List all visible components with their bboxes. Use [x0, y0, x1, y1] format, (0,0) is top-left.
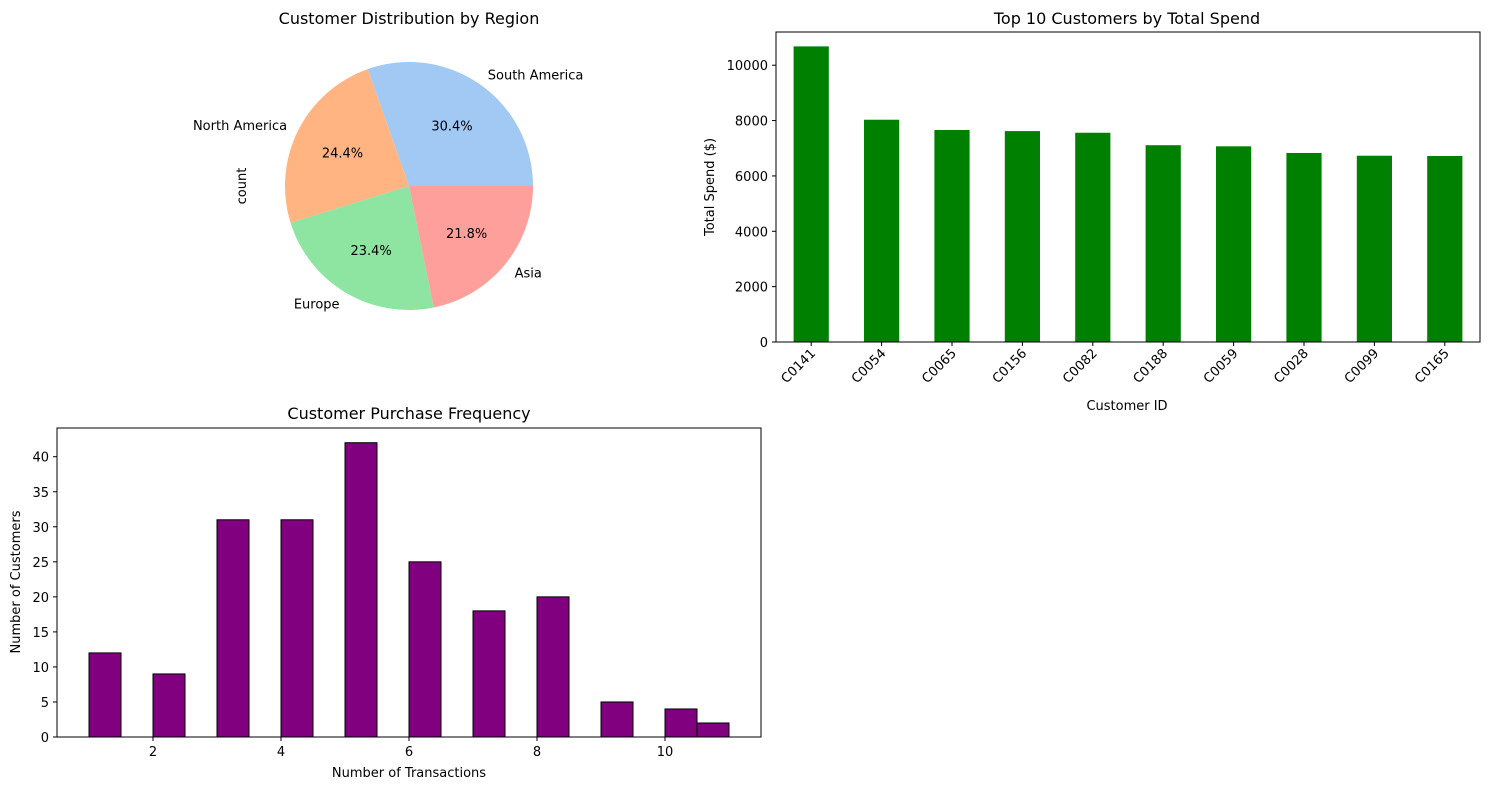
- hist-y-ticks: 0 5 10 15 20 25 30 35 40: [32, 451, 57, 746]
- bar-C0188: [1145, 145, 1181, 342]
- hist-xtick-label: 8: [533, 745, 541, 760]
- bar-C0141: [793, 46, 829, 343]
- pie-slice-label-1: North America: [193, 119, 287, 134]
- hist-bar-7: [536, 596, 570, 738]
- hist-ytick-label: 10: [32, 661, 49, 676]
- bar-ytick-label: 2000: [735, 281, 768, 296]
- hist-bar-5: [408, 561, 442, 738]
- bar-C0059: [1216, 146, 1252, 342]
- pie-chart-region: Customer Distribution by Region count 30…: [193, 9, 583, 312]
- bar-C0054: [864, 119, 900, 342]
- bar-C0082: [1075, 132, 1111, 342]
- pie-slice-label-2: Europe: [294, 297, 340, 312]
- hist-bar-2: [216, 519, 250, 738]
- pie-ylabel: count: [235, 168, 250, 205]
- pie-title: Customer Distribution by Region: [279, 9, 540, 28]
- hist-ytick-label: 35: [32, 486, 49, 501]
- pie-slice-0: [367, 62, 533, 187]
- hist-title: Customer Purchase Frequency: [287, 404, 530, 423]
- hist-bar-6: [472, 610, 506, 738]
- hist-ylabel: Number of Customers: [9, 510, 24, 653]
- bar-xtick-label: C0188: [1131, 346, 1171, 386]
- bar-bars: [793, 46, 1463, 343]
- hist-ytick-label: 0: [41, 731, 49, 746]
- pie-slice-label-3: Asia: [515, 266, 542, 281]
- hist-xtick-label: 4: [277, 745, 285, 760]
- bar-ytick-label: 10000: [727, 59, 768, 74]
- purchase-frequency-histogram: Customer Purchase Frequency 0 5 10 15 20 25 30…: [9, 404, 762, 781]
- pie-slices: [285, 62, 533, 310]
- hist-ytick-label: 15: [32, 626, 49, 641]
- bar-C0065: [934, 129, 970, 342]
- hist-ytick-label: 30: [32, 521, 49, 536]
- hist-bar-10: [696, 722, 730, 738]
- hist-ytick-label: 25: [32, 556, 49, 571]
- bar-xtick-label: C0028: [1271, 346, 1311, 386]
- pie-pct-label-3: 21.8%: [446, 227, 487, 242]
- pie-pct-label-2: 23.4%: [350, 244, 391, 259]
- bar-xtick-label: C0141: [779, 346, 819, 386]
- hist-bar-4: [344, 442, 378, 738]
- bar-xtick-label: C0156: [990, 346, 1030, 386]
- pie-labels: 30.4% South America 24.4% North America 23.4…: [193, 69, 583, 313]
- hist-bar-1: [152, 673, 186, 738]
- pie-pct-label-0: 30.4%: [431, 119, 472, 134]
- hist-ytick-label: 20: [32, 591, 49, 606]
- hist-bar-9: [664, 708, 698, 738]
- hist-xtick-label: 6: [405, 745, 413, 760]
- bar-ytick-label: 4000: [735, 225, 768, 240]
- bar-xlabel: Customer ID: [1086, 399, 1167, 414]
- bar-xtick-label: C0054: [849, 346, 889, 386]
- hist-ytick-label: 40: [32, 451, 49, 466]
- hist-bar-3: [280, 519, 314, 738]
- top-customers-bar-chart: Top 10 Customers by Total Spend 0 2000 400…: [703, 9, 1481, 414]
- bar-C0099: [1356, 155, 1392, 342]
- bar-y-ticks: 0 2000 4000 6000 8000 10000: [727, 59, 776, 351]
- bar-xtick-label: C0082: [1060, 346, 1100, 386]
- hist-xtick-label: 10: [657, 745, 674, 760]
- bar-xtick-label: C0165: [1412, 346, 1452, 386]
- pie-slice-2: [290, 186, 434, 310]
- bar-C0165: [1427, 156, 1463, 342]
- bar-axes-frame: [775, 31, 1481, 343]
- bar-ylabel: Total Spend ($): [703, 138, 718, 237]
- hist-bar-0: [88, 652, 122, 738]
- hist-bars: [88, 442, 730, 738]
- bar-ytick-label: 0: [760, 336, 768, 351]
- bar-ytick-label: 8000: [735, 115, 768, 130]
- bar-xtick-label: C0099: [1342, 346, 1382, 386]
- hist-xtick-label: 2: [149, 745, 157, 760]
- bar-C0028: [1286, 152, 1322, 342]
- bar-C0156: [1004, 131, 1040, 342]
- bar-ytick-label: 6000: [735, 170, 768, 185]
- bar-xtick-label: C0059: [1201, 346, 1241, 386]
- pie-slice-1: [285, 69, 409, 223]
- pie-slice-label-0: South America: [488, 69, 584, 84]
- hist-x-ticks: 2 4 6 8 10: [149, 737, 673, 760]
- pie-slice-3: [409, 186, 533, 308]
- bar-x-ticks: C0141 C0054 C0065 C0156 C0082 C0188 C0059 C0028…: [779, 342, 1453, 387]
- pie-pct-label-1: 24.4%: [322, 147, 363, 162]
- bar-title: Top 10 Customers by Total Spend: [993, 9, 1260, 28]
- bar-xtick-label: C0065: [919, 346, 959, 386]
- hist-ytick-label: 5: [41, 696, 49, 711]
- hist-bar-8: [600, 701, 634, 738]
- hist-xlabel: Number of Transactions: [332, 766, 486, 781]
